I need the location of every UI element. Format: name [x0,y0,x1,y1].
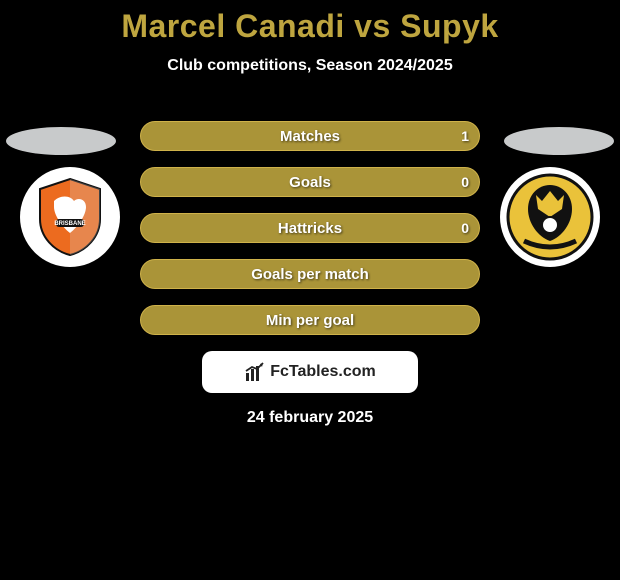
footer-brand-box: FcTables.com [202,351,418,393]
crest-right-svg [504,171,596,263]
stat-row-gpm: Goals per match [140,259,480,289]
date-text: 24 february 2025 [0,409,620,427]
stat-label: Goals [289,174,331,191]
stat-label: Min per goal [266,312,354,329]
left-team-crest: BRISBANE [20,167,120,267]
svg-text:BRISBANE: BRISBANE [54,221,85,227]
stat-right-value: 0 [461,174,469,190]
oval-right [504,127,614,155]
page-title: Marcel Canadi vs Supyk [0,0,620,45]
stat-label: Goals per match [251,266,369,283]
stat-label: Hattricks [278,220,342,237]
crest-left-svg: BRISBANE [26,173,114,261]
oval-left [6,127,116,155]
chart-icon [244,361,266,383]
stat-right-value: 1 [461,128,469,144]
stat-row-matches: Matches 1 [140,121,480,151]
stat-label: Matches [280,128,340,145]
stat-row-hattricks: Hattricks 0 [140,213,480,243]
stat-right-value: 0 [461,220,469,236]
stat-row-goals: Goals 0 [140,167,480,197]
content-area: BRISBANE Matches 1 Goals 0 Hattricks 0 [0,103,620,427]
subtitle: Club competitions, Season 2024/2025 [0,57,620,75]
stat-row-mpg: Min per goal [140,305,480,335]
stats-list: Matches 1 Goals 0 Hattricks 0 Goals per … [140,103,480,335]
footer-brand-text: FcTables.com [270,363,376,381]
right-team-crest [500,167,600,267]
